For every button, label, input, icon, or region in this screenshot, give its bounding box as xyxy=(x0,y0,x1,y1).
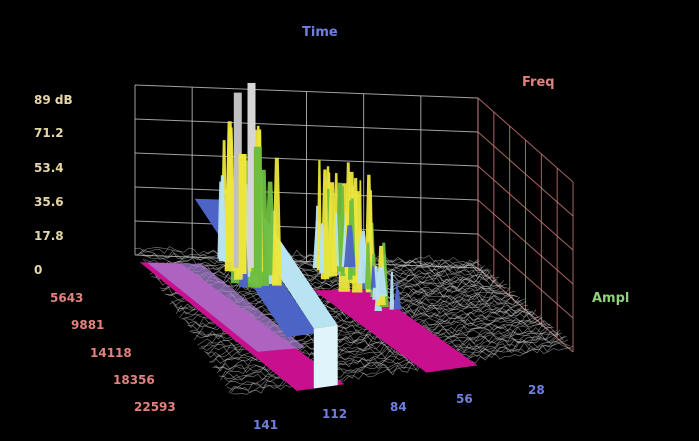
peak-spike-mid xyxy=(393,290,402,310)
back-wall-hline xyxy=(134,152,479,167)
grid-layer xyxy=(134,84,574,353)
time-tick: 56 xyxy=(456,392,473,406)
peak-spike-right xyxy=(343,225,356,267)
noise-trace xyxy=(231,345,574,395)
time-tick: 28 xyxy=(528,383,545,397)
freq-axis-title: Freq xyxy=(522,75,555,90)
ampl-tick: 17.8 xyxy=(34,229,64,243)
noise-trace xyxy=(139,251,483,270)
ampl-tick: 71.2 xyxy=(34,126,64,140)
ampl-tick: 35.6 xyxy=(34,195,64,209)
back-wall-hline xyxy=(134,84,479,99)
peak-column xyxy=(247,82,256,268)
floor-band-right xyxy=(313,289,478,373)
freq-tick: 22593 xyxy=(134,400,176,414)
peak-column xyxy=(238,153,247,274)
ampl-axis-title: Ampl xyxy=(592,291,630,306)
freq-tick: 18356 xyxy=(113,373,155,387)
side-wall-hline xyxy=(477,233,574,319)
side-wall-hline xyxy=(477,97,574,183)
side-wall-hline xyxy=(477,165,574,251)
back-wall-hline xyxy=(134,186,479,201)
peak-spike-mid xyxy=(389,271,395,310)
time-axis-title: Time xyxy=(302,25,338,40)
peak-spike-mid xyxy=(370,265,376,288)
side-wall-hline xyxy=(477,131,574,217)
floor-bands xyxy=(139,262,478,391)
floor-band-lilac xyxy=(146,262,306,352)
ridge-front-face xyxy=(313,325,338,389)
peak-spike-mid xyxy=(364,242,372,290)
noise-trace xyxy=(228,342,570,394)
peak-column xyxy=(233,92,242,268)
time-tick: 84 xyxy=(390,400,407,414)
ampl-tick: 0 xyxy=(34,263,43,277)
time-tick: 141 xyxy=(253,418,279,432)
side-wall-hline xyxy=(477,199,574,285)
ampl-tick: 53.4 xyxy=(34,161,64,175)
peak-spike-right xyxy=(319,223,325,273)
peak-spike-left xyxy=(218,175,227,262)
freq-tick: 5643 xyxy=(50,291,84,305)
peak-spike-left xyxy=(272,157,282,286)
time-tick: 112 xyxy=(322,407,348,421)
peak-column xyxy=(253,146,262,272)
freq-tick: 14118 xyxy=(90,346,132,360)
ampl-tick: 89 dB xyxy=(34,93,73,107)
back-wall-hline xyxy=(134,118,479,133)
peak-spike-right xyxy=(326,182,338,277)
signal-peaks xyxy=(194,82,402,389)
freq-tick: 9881 xyxy=(71,318,105,332)
peak-spike-left xyxy=(224,121,235,272)
back-wall-hline xyxy=(134,220,479,235)
